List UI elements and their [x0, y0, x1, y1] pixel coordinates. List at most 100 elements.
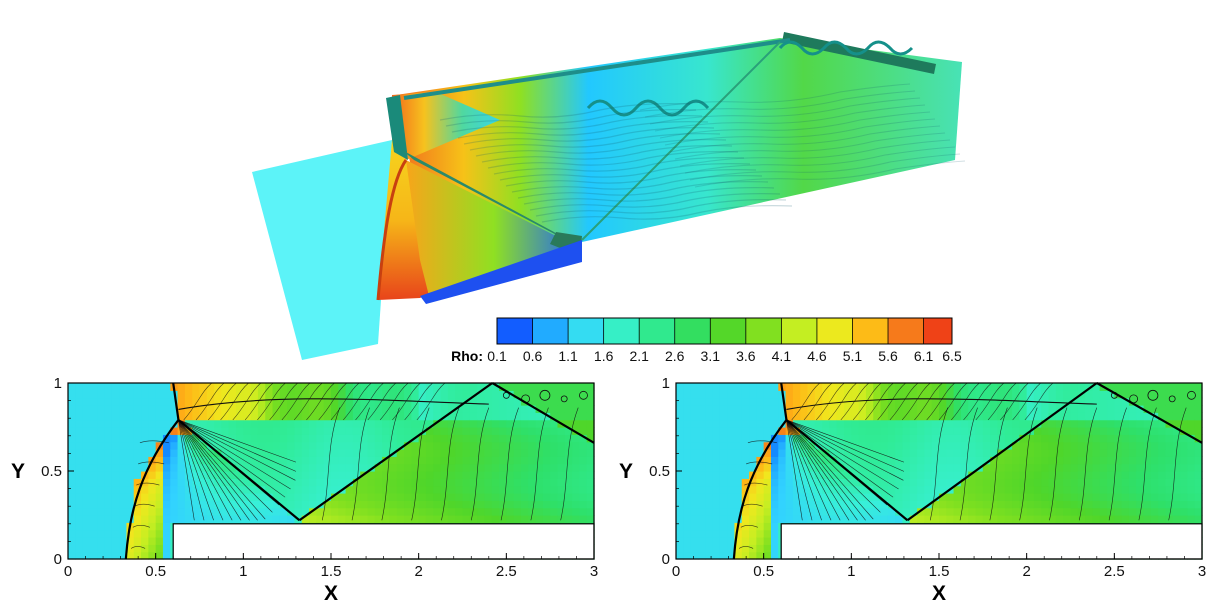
- field-cell: [749, 478, 757, 487]
- field-cell: [162, 485, 171, 494]
- field-cell: [975, 383, 984, 391]
- field-cell: [221, 456, 230, 465]
- field-cell: [579, 493, 588, 501]
- field-cell: [939, 515, 947, 523]
- field-cell: [455, 485, 464, 494]
- field-cell: [214, 441, 223, 450]
- field-cell: [1187, 463, 1196, 472]
- field-cell: [836, 471, 845, 479]
- field-cell: [418, 471, 427, 479]
- field-cell: [425, 383, 434, 391]
- field-cell: [683, 397, 692, 406]
- field-cell: [564, 500, 573, 509]
- field-cell: [1092, 427, 1101, 435]
- field-cell: [1092, 412, 1101, 421]
- field-cell: [763, 412, 772, 421]
- field-cell: [982, 390, 991, 399]
- field-cell: [734, 471, 743, 479]
- field-cell: [279, 493, 288, 501]
- contour-line: [786, 419, 881, 513]
- field-cell: [155, 412, 164, 421]
- field-cell: [564, 397, 573, 406]
- field-cell: [880, 449, 889, 457]
- field-cell: [749, 493, 757, 501]
- field-cell: [990, 507, 999, 516]
- field-cell: [1180, 419, 1188, 428]
- field-cell: [1085, 383, 1094, 391]
- field-cell: [68, 507, 76, 516]
- field-cell: [528, 456, 537, 465]
- field-cell: [491, 434, 500, 443]
- field-cell: [676, 515, 684, 523]
- colorbar-cell: [532, 318, 569, 344]
- field-cell: [800, 515, 809, 523]
- field-cell: [572, 397, 580, 406]
- field-cell: [557, 471, 566, 479]
- contour-line: [138, 461, 165, 465]
- field-cell: [741, 522, 750, 531]
- field-cell: [1077, 397, 1086, 406]
- field-cell: [1019, 463, 1028, 472]
- field-cell: [287, 507, 296, 516]
- field-cell: [579, 405, 588, 413]
- field-cell: [141, 537, 149, 545]
- field-cell: [75, 449, 84, 457]
- surface-ripple: [684, 146, 956, 174]
- field-cell: [844, 412, 852, 421]
- surface-ripple: [475, 139, 727, 157]
- field-cell: [1099, 390, 1108, 399]
- field-cell: [895, 383, 904, 391]
- field-cell: [89, 427, 98, 435]
- field-cell: [895, 493, 904, 501]
- field-cell: [243, 485, 252, 494]
- field-cell: [133, 463, 142, 472]
- field-cell: [119, 397, 128, 406]
- field-cell: [749, 441, 757, 450]
- field-cell: [126, 493, 135, 501]
- x-tick-label: 0.5: [145, 563, 166, 580]
- field-cell: [939, 500, 947, 509]
- contour-line: [1012, 382, 1041, 421]
- field-cell: [68, 515, 76, 523]
- field-cell: [68, 529, 76, 538]
- field-cell: [506, 493, 515, 501]
- field-cell: [111, 463, 120, 472]
- field-cell: [1063, 493, 1072, 501]
- field-cell: [331, 441, 339, 450]
- field-cell: [177, 449, 186, 457]
- field-cell: [586, 515, 595, 523]
- field-cell: [133, 397, 142, 406]
- field-cell: [1128, 507, 1137, 516]
- field-cell: [119, 390, 128, 399]
- field-cell: [1136, 449, 1145, 457]
- field-cell: [287, 397, 296, 406]
- field-cell: [506, 434, 515, 443]
- field-cell: [316, 493, 325, 501]
- field-cell: [170, 507, 179, 516]
- field-cell: [924, 412, 933, 421]
- field-cell: [770, 485, 779, 494]
- field-cell: [141, 515, 149, 523]
- field-cell: [1194, 478, 1203, 487]
- field-cell: [1143, 419, 1152, 428]
- field-cell: [697, 529, 706, 538]
- field-cell: [1070, 463, 1079, 472]
- colorbar-tick-label: 3.6: [736, 348, 756, 364]
- field-cell: [1107, 463, 1115, 472]
- field-cell: [104, 522, 113, 531]
- field-cell: [184, 500, 193, 509]
- field-cell: [1107, 471, 1115, 479]
- field-cell: [331, 397, 339, 406]
- field-cell: [82, 383, 91, 391]
- field-cell: [425, 463, 434, 472]
- field-cell: [228, 463, 237, 472]
- field-cell: [257, 441, 266, 450]
- field-cell: [491, 419, 500, 428]
- field-cell: [1055, 383, 1064, 391]
- field-cell: [148, 485, 157, 494]
- field-cell: [499, 471, 507, 479]
- field-cell: [104, 434, 113, 443]
- field-cell: [294, 485, 303, 494]
- field-cell: [228, 390, 237, 399]
- field-cell: [712, 383, 721, 391]
